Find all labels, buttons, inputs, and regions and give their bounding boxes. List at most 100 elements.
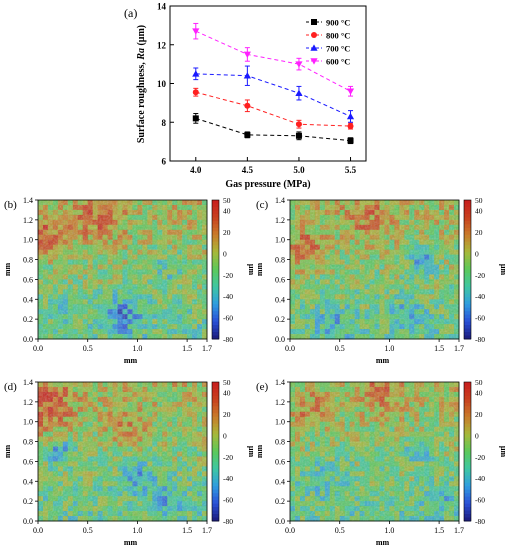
data-point xyxy=(192,89,199,96)
colorbar-step xyxy=(464,321,471,326)
colorbar-step xyxy=(464,461,471,466)
colorbar-tick-label: -20 xyxy=(475,453,485,462)
colorbar-tick-label: 0 xyxy=(223,249,227,258)
y-tick-label: 0.4 xyxy=(23,477,33,486)
colorbar-step xyxy=(212,409,219,414)
colorbar-step xyxy=(212,496,219,501)
surface-maps: (b) 0.0 0.2 0.4 0.6 0.8 1.0 1.2 1.4 0.0 0.5 1.0 1.5 1… xyxy=(3,196,508,547)
colorbar-step xyxy=(212,286,219,291)
heatmap-frame xyxy=(37,199,208,340)
y-tick-label: 8 xyxy=(162,118,167,128)
x-tick-label: 0.5 xyxy=(335,344,345,353)
colorbar-step xyxy=(464,234,471,239)
legend-marker xyxy=(311,19,317,25)
colorbar-step xyxy=(212,517,219,522)
x-tick-label: 1.5 xyxy=(182,526,192,535)
colorbar-step xyxy=(212,503,219,508)
colorbar-step xyxy=(464,255,471,260)
colorbar-step xyxy=(212,314,219,319)
colorbar-tick-label: 50 xyxy=(223,196,231,205)
colorbar-frame xyxy=(463,199,472,340)
x-tick-label: 0.0 xyxy=(33,344,43,353)
y-tick-label: 1.4 xyxy=(23,378,33,387)
x-tick-label: 0.0 xyxy=(33,526,43,535)
colorbar-step xyxy=(212,325,219,330)
heatmap-texture xyxy=(38,200,207,339)
x-tick-label: 0.5 xyxy=(335,526,345,535)
colorbar-step xyxy=(212,423,219,428)
colorbar-step xyxy=(212,231,219,236)
y-tick-label: 0.8 xyxy=(23,438,33,447)
colorbar-tick-label: 0 xyxy=(475,249,479,258)
map-xlabel: mm xyxy=(124,538,138,547)
y-tick-label: 1.0 xyxy=(275,236,285,245)
y-tick-label: 0.4 xyxy=(23,295,33,304)
colorbar-step xyxy=(212,266,219,270)
colorbar-step xyxy=(212,300,219,305)
colorbar-tick-label: 40 xyxy=(223,389,231,398)
colorbar-step xyxy=(212,269,219,274)
legend-label: 900 °C xyxy=(326,18,350,28)
x-tick-label: 0.0 xyxy=(285,344,295,353)
colorbar-tick-label: 40 xyxy=(223,207,231,216)
colorbar-step xyxy=(464,510,471,515)
colorbar-step xyxy=(464,472,471,477)
colorbar-tick-label: 20 xyxy=(475,410,483,419)
panel-b: (b) 0.0 0.2 0.4 0.6 0.8 1.0 1.2 1.4 0.0 0.5 1.0 1.5 1… xyxy=(3,196,256,365)
colorbar-step xyxy=(464,286,471,291)
colorbar-step xyxy=(212,441,219,446)
colorbar-step xyxy=(212,427,219,432)
panel-label-a: (a) xyxy=(124,6,137,20)
plot-a-legend: 900 °C 800 °C 700 °C 600 °C xyxy=(306,18,350,67)
y-tick-label: 10 xyxy=(157,79,167,89)
colorbar-step xyxy=(464,200,471,204)
colorbar-step xyxy=(464,304,471,309)
data-point xyxy=(192,115,199,122)
colorbar-step xyxy=(212,220,219,225)
colorbar-frame xyxy=(211,381,220,522)
colorbar-step xyxy=(212,514,219,519)
colorbar-step xyxy=(464,416,471,421)
colorbar-step xyxy=(464,420,471,425)
colorbar-step xyxy=(212,434,219,439)
map-ylabel: mm xyxy=(3,445,12,459)
colorbar-step xyxy=(464,500,471,505)
series-line xyxy=(195,73,351,117)
colorbar-step xyxy=(212,392,219,397)
y-tick-label: 0.8 xyxy=(275,256,285,265)
y-tick-label: 1.2 xyxy=(275,398,285,407)
colorbar-step xyxy=(212,206,219,211)
colorbar-step xyxy=(212,293,219,298)
colorbar-step xyxy=(212,332,219,337)
x-tick-label: 1.0 xyxy=(384,526,394,535)
data-point xyxy=(192,28,200,35)
colorbar-step xyxy=(464,283,471,288)
colorbar-tick-label: 0 xyxy=(223,431,227,440)
colorbar-step xyxy=(464,479,471,484)
colorbar-tick-label: -20 xyxy=(475,271,485,280)
colorbar-tick-label: -80 xyxy=(223,335,233,344)
panel-label-e: (e) xyxy=(256,381,269,393)
colorbar-step xyxy=(212,510,219,515)
series-line xyxy=(195,117,351,142)
colorbar-step xyxy=(212,255,219,260)
colorbar-step xyxy=(212,416,219,421)
plot-a-series xyxy=(192,22,355,145)
colorbar-step xyxy=(464,475,471,480)
colorbar-step xyxy=(464,496,471,501)
colorbar-step xyxy=(212,385,219,390)
colorbar-step xyxy=(212,210,219,215)
legend-entry: 600 °C xyxy=(306,57,350,67)
colorbar-step xyxy=(212,395,219,400)
legend-marker xyxy=(310,44,318,51)
legend-entry: 800 °C xyxy=(306,31,350,41)
colorbar-step xyxy=(464,300,471,305)
colorbar-step xyxy=(212,279,219,284)
colorbar-tick-label: 40 xyxy=(475,207,483,216)
colorbar-b: 50 40 20 0 -20 -40 -60 -80 μm xyxy=(211,196,256,344)
map-ylabel: mm xyxy=(255,445,264,459)
colorbar-step xyxy=(464,203,471,208)
colorbar-tick-label: -40 xyxy=(223,292,233,301)
y-tick-label: 0.0 xyxy=(275,517,285,526)
colorbar-step xyxy=(212,458,219,463)
